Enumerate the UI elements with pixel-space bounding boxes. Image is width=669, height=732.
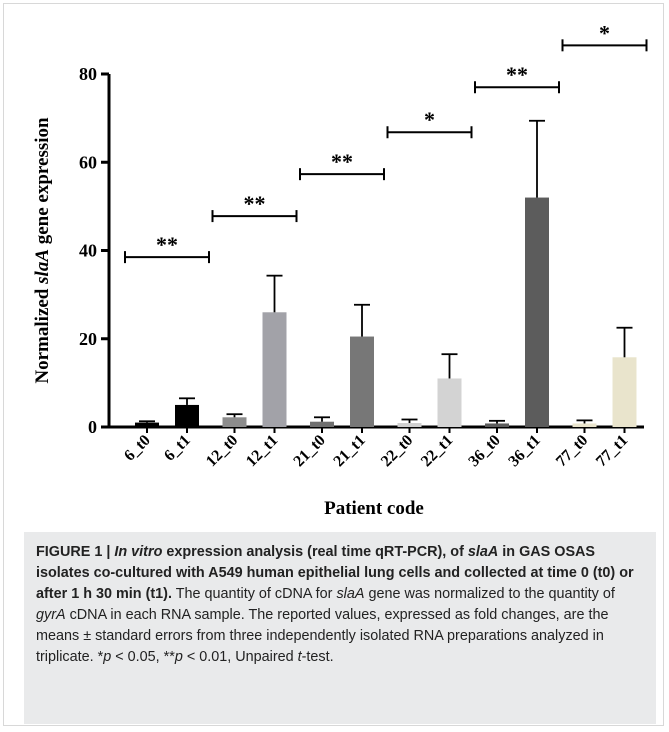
caption-title-italic-1: In vitro	[114, 544, 163, 560]
significance-stars: **	[156, 232, 178, 257]
y-axis-title-suffix: gene expression	[32, 117, 53, 249]
y-tick-label: 80	[79, 64, 97, 84]
significance-stars: **	[331, 149, 353, 174]
y-tick-label: 0	[88, 417, 97, 437]
y-axis-title-italic: slaA	[32, 249, 53, 285]
bar	[397, 423, 422, 427]
figure-container: ** ** ** * ** * 0 20 40 60 80 6_t0 6_t1 12_t0 12_t1 21…	[3, 3, 664, 726]
x-tick-label: 12_t0	[203, 432, 241, 470]
x-tick-label: 77_t1	[593, 432, 631, 470]
bar	[350, 336, 374, 427]
caption-body-3: cDNA in each RNA sample. The reported va…	[36, 607, 609, 665]
bar	[612, 357, 637, 427]
caption-body-5: < 0.01, Unpaired	[182, 649, 298, 665]
x-tick-label: 77_t0	[553, 432, 591, 470]
chart-significance-brackets: **********	[124, 20, 648, 264]
caption-body-italic-3: p	[103, 649, 112, 665]
chart-bars	[135, 197, 637, 427]
x-tick-label: 36_t1	[505, 432, 543, 470]
y-axis-title-prefix: Normalized	[32, 284, 53, 384]
caption-title: FIGURE 1 | In vitro expression analysis …	[36, 544, 634, 602]
bar	[437, 378, 462, 427]
y-tick-label: 40	[79, 241, 97, 261]
figure-label: FIGURE 1 |	[36, 544, 115, 560]
caption-title-part-2: in GAS OSAS isolates co-cultured with A5…	[36, 544, 634, 602]
bar	[572, 423, 597, 427]
bar	[525, 197, 549, 427]
x-tick-label: 36_t0	[465, 432, 503, 470]
x-tick-label: 12_t1	[243, 432, 281, 470]
bar	[262, 312, 287, 427]
significance-stars: *	[599, 20, 610, 45]
caption-body-4: < 0.05, **	[111, 649, 175, 665]
x-tick-label: 21_t1	[330, 432, 368, 470]
x-tick-label: 22_t0	[378, 432, 416, 470]
bar	[135, 422, 159, 427]
y-tick-label: 20	[79, 329, 97, 349]
bar	[222, 417, 247, 427]
caption-body-italic-5: t	[297, 649, 302, 665]
caption-body-6: -test.	[301, 649, 334, 665]
y-tick-label: 60	[79, 152, 97, 172]
caption-body-2: gene was normalized to the quantity of	[364, 586, 615, 602]
caption-title-italic-2: slaA	[467, 544, 499, 560]
caption-title-part-1: expression analysis (real time qRT-PCR),…	[162, 544, 468, 560]
significance-stars: **	[244, 191, 266, 216]
x-tick-label: 21_t0	[290, 432, 328, 470]
figure-caption: FIGURE 1 | In vitro expression analysis …	[24, 532, 656, 724]
y-axis-title: Normalized slaA gene expression	[32, 117, 53, 384]
significance-stars: **	[506, 62, 528, 87]
significance-stars: *	[424, 107, 435, 132]
x-axis-title: Patient code	[324, 498, 424, 519]
x-tick-label: 6_t1	[161, 432, 194, 465]
caption-body-italic-2: gyrA	[36, 607, 66, 623]
bar	[175, 404, 199, 427]
caption-body-italic-1: slaA	[336, 586, 365, 602]
chart-error-bars	[139, 119, 633, 424]
caption-body-1: The quantity of cDNA for	[171, 586, 337, 602]
x-tick-label: 22_t1	[418, 432, 456, 470]
bar	[485, 423, 509, 427]
x-tick-label: 6_t0	[121, 432, 154, 465]
caption-body-italic-4: p	[174, 649, 183, 665]
bar	[310, 421, 334, 427]
